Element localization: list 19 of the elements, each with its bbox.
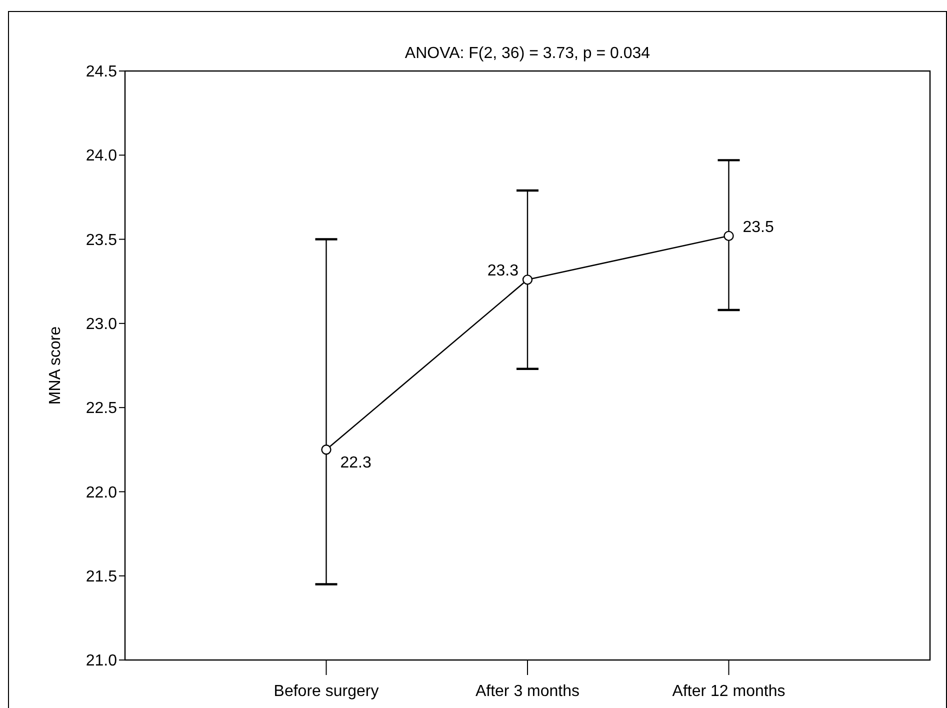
x-tick-label: Before surgery bbox=[274, 683, 379, 700]
data-label: 22.3 bbox=[340, 454, 372, 472]
y-tick-label: 21.0 bbox=[86, 652, 118, 670]
x-tick-label: After 3 months bbox=[475, 683, 580, 700]
point bbox=[522, 274, 533, 285]
y-tick-label: 22.0 bbox=[86, 484, 118, 502]
point bbox=[724, 230, 734, 242]
y-tick-label: 23.5 bbox=[86, 232, 118, 249]
y-tick-label: 22.5 bbox=[86, 400, 118, 418]
y-tick-label: 24.5 bbox=[86, 64, 118, 81]
data-label: 23.3 bbox=[487, 262, 519, 280]
y-tick-label: 21.5 bbox=[86, 568, 118, 586]
point bbox=[321, 444, 332, 455]
y-tick-label: 24.0 bbox=[86, 148, 118, 165]
data-label: 23.5 bbox=[742, 218, 774, 236]
y-tick-label: 23.0 bbox=[86, 316, 118, 334]
chart-title: ANOVA: F(2, 36) = 3.73, p = 0.034 bbox=[404, 45, 650, 62]
x-tick-label: After 12 months bbox=[672, 683, 786, 700]
y-axis-title: MNA score bbox=[47, 326, 64, 405]
